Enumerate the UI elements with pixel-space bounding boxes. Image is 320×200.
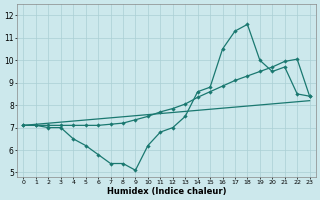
X-axis label: Humidex (Indice chaleur): Humidex (Indice chaleur) — [107, 187, 226, 196]
